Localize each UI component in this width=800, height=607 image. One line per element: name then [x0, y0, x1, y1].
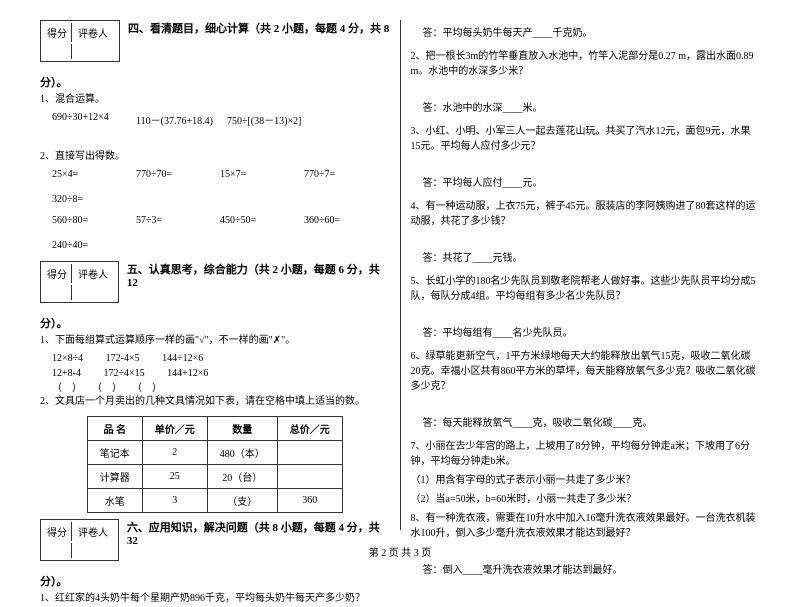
question-7a: （1）用含有字母的式子表示小丽一共走了多少米？	[411, 473, 761, 488]
calc-item: 144+12×6	[167, 368, 208, 379]
answer-3: 答：平均每人应付____元。	[423, 174, 761, 189]
question-2: 2、把一根长3m的竹竿垂直放入水池中，竹竿入泥部分是0.27 m，露出水面0.8…	[411, 49, 761, 79]
calc-item: 110－(37.76+18.4)	[136, 112, 213, 127]
score-label: 得分	[43, 23, 72, 42]
checkbox-blanks: （ ） （ ） （ ）	[52, 379, 390, 394]
table-row: 计算器 25 20（台）	[87, 465, 342, 489]
calc-item: 770÷70=	[136, 169, 206, 180]
table-row: 笔记本 2 480（本）	[87, 441, 342, 465]
calc-item: 750÷[(38－13)×2]	[227, 112, 301, 127]
calc-item: 690÷30+12×4	[52, 112, 122, 127]
problem-5-1: 1、下面每组算式运算顺序一样的画"√"，不一样的画"✗"。	[40, 333, 390, 349]
answer-2: 答：水池中的水深____米。	[423, 99, 761, 114]
page-footer: 第 2 页 共 3 页	[0, 544, 800, 559]
grader-label: 评卷人	[74, 264, 112, 283]
table-header: 品 名	[87, 417, 142, 441]
calc-item: 172-4×5	[106, 353, 140, 364]
score-box-5: 得分 评卷人	[40, 261, 119, 303]
question-3: 3、小红、小明、小军三人一起去莲花山玩。共买了汽水12元，面包9元，水果15元。…	[411, 124, 761, 154]
score-blank	[43, 285, 72, 300]
calc-item: 360÷60=	[304, 215, 374, 226]
problem-4-1: 1、混合运算。	[40, 92, 390, 108]
table-cell: 笔记本	[87, 441, 142, 465]
section-6-header: 得分 评卷人 六、应用知识，解决问题（共 8 小题，每题 4 分，共 32	[40, 519, 390, 567]
section-5-header: 得分 评卷人 五、认真思考，综合能力（共 2 小题，每题 6 分，共 12	[40, 261, 390, 309]
calc-item: 320÷8=	[52, 194, 122, 205]
calc-item: 450÷50=	[220, 215, 290, 226]
score-label: 得分	[43, 264, 72, 283]
problem-5-2: 2、文具店一个月卖出的几种文具情况如下表，请在空格中填上适当的数。	[40, 394, 390, 410]
calc-item: 12×8÷4	[52, 353, 83, 364]
grader-blank	[74, 44, 112, 59]
direct-calc-row2: 560÷80= 57÷3= 450÷50= 360÷60= 240÷40=	[52, 215, 390, 251]
calc-item: 57÷3=	[136, 215, 206, 226]
question-7b: （2）当a=50米，b=60米时，小丽一共走了多少米？	[411, 492, 761, 507]
score-blank	[43, 44, 72, 59]
question-7: 7、小丽在去少年宫的路上，上坡用了8分钟，平均每分钟走a米；下坡用了6分钟，平均…	[411, 439, 761, 469]
answer-4: 答：共花了____元钱。	[423, 249, 761, 264]
table-cell	[277, 441, 342, 465]
order-row2: 12+8-4 172÷4×15 144+12×6	[52, 364, 390, 379]
grader-blank	[74, 285, 112, 300]
table-row: 水笔 3 （支） 360	[87, 489, 342, 513]
left-column: 得分 评卷人 四、看清题目，细心计算（共 2 小题，每题 4 分，共 8 分）。…	[30, 20, 401, 530]
right-column: 答：平均每头奶牛每天产____千克奶。 2、把一根长3m的竹竿垂直放入水池中，竹…	[401, 20, 771, 530]
grader-label: 评卷人	[74, 522, 112, 541]
section-4-title: 四、看清题目，细心计算（共 2 小题，每题 4 分，共 8	[128, 20, 389, 36]
answer-1: 答：平均每头奶牛每天产____千克奶。	[423, 24, 761, 39]
calc-item: 770÷7=	[304, 169, 374, 180]
stationery-table: 品 名 单价／元 数量 总价／元 笔记本 2 480（本） 计算器 25 20（…	[87, 416, 343, 513]
answer-6: 答：每天能释放氧气____克，吸收二氧化碳____克。	[423, 414, 761, 429]
table-cell: 计算器	[87, 465, 142, 489]
answer-5: 答：平均每组有____名少先队员。	[423, 324, 761, 339]
calc-item: 560÷80=	[52, 215, 122, 226]
page-container: 得分 评卷人 四、看清题目，细心计算（共 2 小题，每题 4 分，共 8 分）。…	[30, 20, 770, 530]
direct-calc-row1: 25×4= 770÷70= 15×7= 770÷7= 320÷8=	[52, 169, 390, 205]
question-5: 5、长虹小学的180名少先队员到敬老院帮老人做好事。这些少先队员平均分成5队，每…	[411, 274, 761, 304]
problem-4-2: 2、直接写出得数。	[40, 149, 390, 165]
section-5-title: 五、认真思考，综合能力（共 2 小题，每题 6 分，共 12	[127, 261, 390, 289]
section-6-title: 六、应用知识，解决问题（共 8 小题，每题 4 分，共 32	[127, 519, 390, 547]
calc-item: 172÷4×15	[103, 368, 144, 379]
mixed-calc-row: 690÷30+12×4 110－(37.76+18.4) 750÷[(38－13…	[52, 112, 390, 127]
table-cell: 2	[142, 441, 207, 465]
calc-item: 240÷40=	[52, 240, 122, 251]
section-6-title-end: 分）。	[40, 573, 390, 589]
table-cell: 3	[142, 489, 207, 513]
calc-item: 12+8-4	[52, 368, 81, 379]
score-label: 得分	[43, 522, 72, 541]
calc-item: 25×4=	[52, 169, 122, 180]
section-4-header: 得分 评卷人 四、看清题目，细心计算（共 2 小题，每题 4 分，共 8	[40, 20, 390, 68]
table-cell: 480（本）	[207, 441, 277, 465]
question-8: 8、有一种洗衣液，需要在10升水中加入16毫升洗衣液效果最好。一台洗衣机装水10…	[411, 511, 761, 541]
table-header: 单价／元	[142, 417, 207, 441]
question-6-1: 1、红红家的4头奶牛每个星期产奶896千克，平均每头奶牛每天产多少奶？	[40, 591, 390, 607]
table-cell: 25	[142, 465, 207, 489]
table-header: 总价／元	[277, 417, 342, 441]
calc-item: 15×7=	[220, 169, 290, 180]
answer-8: 答：倒入____毫升洗衣液效果才能达到最好。	[423, 561, 761, 576]
table-cell: 20（台）	[207, 465, 277, 489]
table-cell: 水笔	[87, 489, 142, 513]
table-cell	[277, 465, 342, 489]
section-5-title-end: 分）。	[40, 315, 390, 331]
table-header: 数量	[207, 417, 277, 441]
grader-label: 评卷人	[74, 23, 112, 42]
table-cell: 360	[277, 489, 342, 513]
calc-item: 144÷12×6	[162, 353, 203, 364]
question-6: 6、绿草能更新空气，1平方米绿地每天大约能释放出氧气15克，吸收二氧化碳20克。…	[411, 349, 761, 394]
table-cell: （支）	[207, 489, 277, 513]
order-row1: 12×8÷4 172-4×5 144÷12×6	[52, 349, 390, 364]
section-4-title-end: 分）。	[40, 74, 390, 90]
question-4: 4、有一种运动服，上衣75元，裤子45元。服装店的李阿姨购进了80套这样的运动服…	[411, 199, 761, 229]
score-box-4: 得分 评卷人	[40, 20, 120, 62]
